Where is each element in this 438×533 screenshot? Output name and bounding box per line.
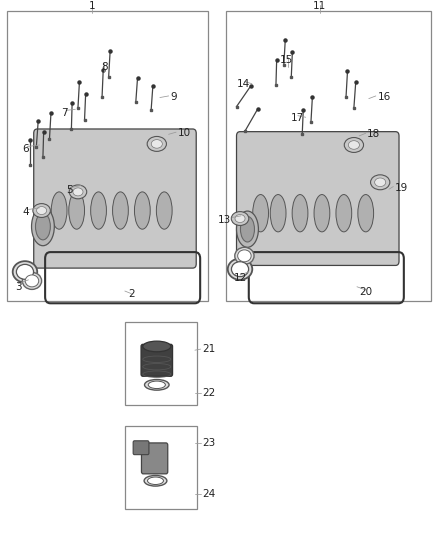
Text: 20: 20 <box>359 287 372 296</box>
Text: 23: 23 <box>202 439 215 448</box>
Bar <box>125 322 197 405</box>
Text: 3: 3 <box>15 282 22 292</box>
FancyBboxPatch shape <box>141 443 168 474</box>
Ellipse shape <box>231 212 249 225</box>
Ellipse shape <box>358 195 374 232</box>
Ellipse shape <box>371 175 390 190</box>
Ellipse shape <box>69 185 87 199</box>
Text: 17: 17 <box>290 114 304 123</box>
Ellipse shape <box>253 195 268 232</box>
Ellipse shape <box>292 195 308 232</box>
Text: 22: 22 <box>202 389 215 398</box>
Text: 6: 6 <box>22 144 29 154</box>
Ellipse shape <box>237 211 258 247</box>
FancyBboxPatch shape <box>133 441 149 455</box>
Ellipse shape <box>145 379 169 390</box>
Bar <box>125 426 197 509</box>
Text: 8: 8 <box>101 62 108 71</box>
Text: 18: 18 <box>367 130 380 139</box>
Ellipse shape <box>25 275 39 287</box>
Ellipse shape <box>148 477 163 484</box>
Ellipse shape <box>35 213 50 240</box>
Text: 16: 16 <box>378 92 391 102</box>
Text: 11: 11 <box>313 1 326 11</box>
Ellipse shape <box>147 136 166 151</box>
Text: 10: 10 <box>177 128 191 138</box>
Ellipse shape <box>51 192 67 229</box>
Ellipse shape <box>13 261 37 282</box>
Ellipse shape <box>69 192 85 229</box>
Text: 21: 21 <box>202 344 215 354</box>
Text: 7: 7 <box>61 108 68 118</box>
Ellipse shape <box>235 247 254 264</box>
Text: 14: 14 <box>237 79 250 89</box>
FancyBboxPatch shape <box>141 344 173 376</box>
Ellipse shape <box>336 195 352 232</box>
Ellipse shape <box>151 140 162 148</box>
Bar <box>7 11 208 301</box>
Ellipse shape <box>148 381 166 389</box>
Text: 5: 5 <box>66 185 73 195</box>
Ellipse shape <box>314 195 330 232</box>
Ellipse shape <box>231 262 249 277</box>
Text: 9: 9 <box>170 92 177 102</box>
Ellipse shape <box>22 272 42 289</box>
Ellipse shape <box>270 195 286 232</box>
Ellipse shape <box>134 192 150 229</box>
Ellipse shape <box>73 188 83 196</box>
Ellipse shape <box>156 192 172 229</box>
Text: 4: 4 <box>22 207 29 217</box>
Ellipse shape <box>33 204 50 217</box>
Ellipse shape <box>91 192 106 229</box>
Text: 24: 24 <box>202 489 215 499</box>
Ellipse shape <box>143 341 171 352</box>
Text: 19: 19 <box>395 183 408 192</box>
Text: 2: 2 <box>128 289 135 298</box>
Ellipse shape <box>240 216 254 242</box>
Text: 12: 12 <box>233 273 247 283</box>
Ellipse shape <box>144 475 167 486</box>
Text: 13: 13 <box>218 215 231 224</box>
Ellipse shape <box>36 207 46 214</box>
Ellipse shape <box>344 138 364 152</box>
Ellipse shape <box>348 141 360 149</box>
Ellipse shape <box>238 250 251 262</box>
Ellipse shape <box>235 215 245 222</box>
Ellipse shape <box>16 264 34 279</box>
Ellipse shape <box>228 259 252 280</box>
Bar <box>226 11 431 301</box>
Text: 1: 1 <box>88 1 95 11</box>
Ellipse shape <box>113 192 128 229</box>
FancyBboxPatch shape <box>34 129 196 268</box>
Ellipse shape <box>32 207 54 246</box>
FancyBboxPatch shape <box>237 132 399 265</box>
Ellipse shape <box>374 178 386 187</box>
Text: 15: 15 <box>280 55 293 64</box>
